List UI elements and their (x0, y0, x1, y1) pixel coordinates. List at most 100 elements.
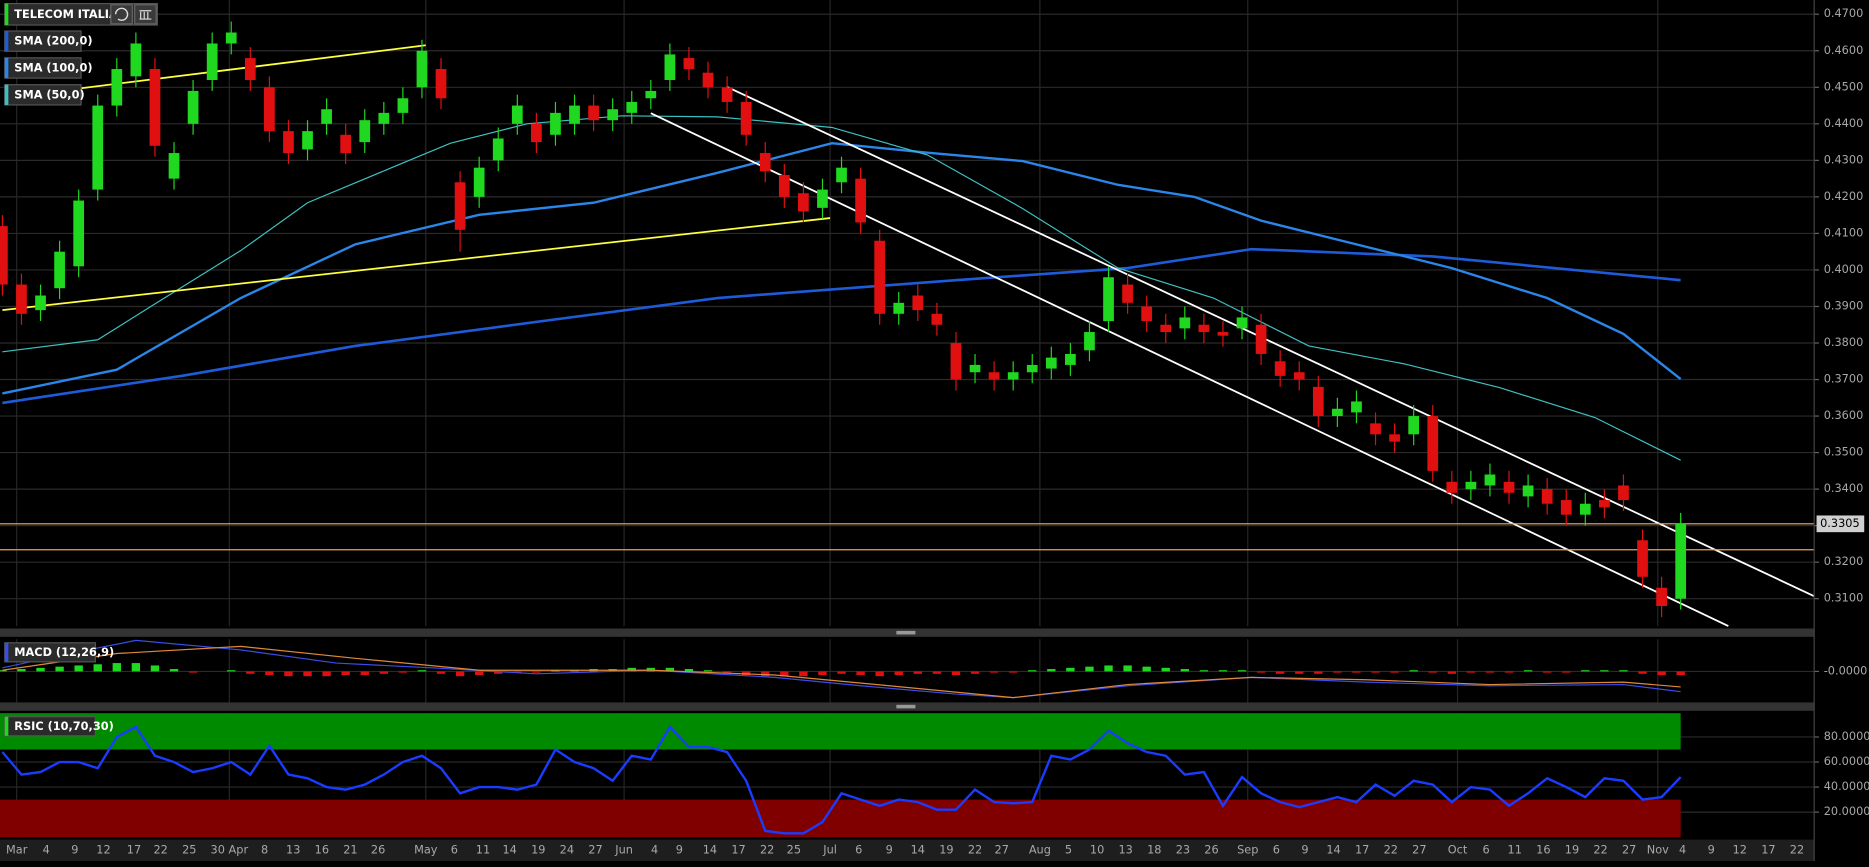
y-tick-label: 0.4300 (1824, 152, 1864, 166)
macd-histogram-bar (1333, 671, 1342, 673)
x-tick-label: 9 (676, 842, 683, 856)
candle-body (969, 364, 981, 373)
x-tick-label: 9 (71, 842, 78, 856)
y-tick-label: 0.3200 (1824, 554, 1864, 568)
x-tick-label: 8 (261, 842, 268, 856)
y-tick-label: 80.0000 (1824, 729, 1869, 743)
settings-icon (139, 10, 152, 20)
macd-histogram-bar (761, 671, 770, 677)
y-tick-label: -0.0000 (1824, 663, 1868, 677)
x-axis-strip (0, 839, 1815, 862)
x-tick-label: Aug (1029, 842, 1051, 856)
symbol-name: TELECOM ITALIA (14, 7, 118, 21)
macd-color (4, 642, 9, 662)
x-tick-label: 27 (588, 842, 602, 856)
x-tick-label: 17 (1355, 842, 1369, 856)
x-tick-label: 24 (560, 842, 574, 856)
macd-histogram-bar (665, 667, 675, 672)
x-tick-label: 4 (651, 842, 658, 856)
macd-histogram-bar (818, 671, 827, 675)
x-tick-label: 22 (760, 842, 774, 856)
macd-histogram-bar (284, 671, 293, 677)
candle-body (130, 43, 142, 77)
macd-histogram-bar (1295, 671, 1304, 674)
rsi-title: RSIC (10,70,30) (14, 719, 113, 733)
macd-histogram-bar (1390, 671, 1399, 673)
rsi-band (0, 799, 1681, 838)
x-tick-label: Mar (6, 842, 28, 856)
candle-body (397, 98, 409, 113)
rsi-line (1, 725, 1682, 835)
trend-line (650, 112, 1729, 627)
macd-histogram-bar (780, 671, 789, 677)
y-tick-label: 0.3500 (1824, 445, 1864, 459)
candle-body (798, 193, 809, 212)
macd-histogram-bar (722, 671, 732, 673)
x-tick-label: 10 (1090, 842, 1104, 856)
candle-body (1599, 500, 1610, 508)
x-tick-label: 19 (1565, 842, 1579, 856)
macd-histogram-bar (341, 671, 350, 675)
macd-histogram-bar (455, 671, 465, 677)
candle-body (416, 50, 428, 88)
macd-histogram-bar (112, 663, 121, 672)
x-tick-label: 6 (451, 842, 458, 856)
x-tick-label: 13 (286, 842, 300, 856)
y-tick-label: 0.3400 (1824, 481, 1864, 495)
macd-histogram-bar (93, 664, 102, 672)
candle-body (683, 58, 695, 70)
y-tick-label: 0.3800 (1824, 335, 1864, 349)
x-tick-label: 14 (1326, 842, 1340, 856)
macd-histogram-bar (188, 671, 198, 673)
candle-body (73, 200, 85, 267)
candle-body (378, 112, 390, 124)
x-tick-label: 23 (1176, 842, 1190, 856)
macd-histogram-bar (1352, 671, 1361, 673)
candle-body (874, 240, 886, 314)
divider-handle[interactable] (896, 630, 916, 635)
candle-body (1026, 364, 1038, 373)
macd-histogram-bar (1562, 671, 1571, 673)
candle-body (1122, 284, 1133, 303)
candle-body (988, 372, 1000, 380)
y-tick-label: 0.4000 (1824, 262, 1864, 276)
divider-handle[interactable] (896, 704, 916, 709)
macd-histogram-bar (169, 669, 179, 672)
x-tick-label: 16 (1536, 842, 1550, 856)
macd-histogram-bar (1218, 670, 1228, 672)
x-tick-label: 6 (855, 842, 862, 856)
candle-body (1084, 332, 1095, 351)
refresh-button[interactable] (110, 4, 133, 25)
x-tick-label: 5 (1065, 842, 1072, 856)
candle-body (1160, 324, 1172, 333)
macd-histogram-bar (1485, 671, 1495, 673)
candle-body (759, 153, 771, 172)
candle-body (1370, 423, 1381, 435)
candle-body (1446, 481, 1458, 493)
y-tick-label: 40.0000 (1824, 779, 1869, 793)
macd-histogram-bar (532, 671, 541, 673)
y-tick-label: 0.3700 (1824, 372, 1864, 386)
candle-body (817, 189, 828, 208)
settings-button[interactable] (134, 4, 157, 25)
candle-body (912, 295, 924, 311)
candle-body (187, 90, 199, 124)
candle-body (721, 87, 733, 102)
macd-histogram-bar (970, 671, 980, 674)
candle-body (1675, 523, 1687, 599)
macd-histogram-bar (360, 671, 369, 675)
trend-line (726, 86, 1815, 597)
x-tick-label: 11 (1508, 842, 1522, 856)
macd-histogram-bar (1428, 671, 1437, 673)
x-tick-label: 22 (1790, 842, 1804, 856)
macd-histogram-bar (1581, 670, 1590, 672)
legend-swatch (4, 57, 9, 79)
candle-body (740, 101, 752, 135)
x-tick-label: Nov (1647, 842, 1669, 856)
macd-histogram-bar (1161, 667, 1170, 672)
macd-title: MACD (12,26,9) (14, 645, 114, 659)
macd-histogram-bar (703, 670, 713, 672)
macd-histogram-bar (322, 671, 331, 677)
